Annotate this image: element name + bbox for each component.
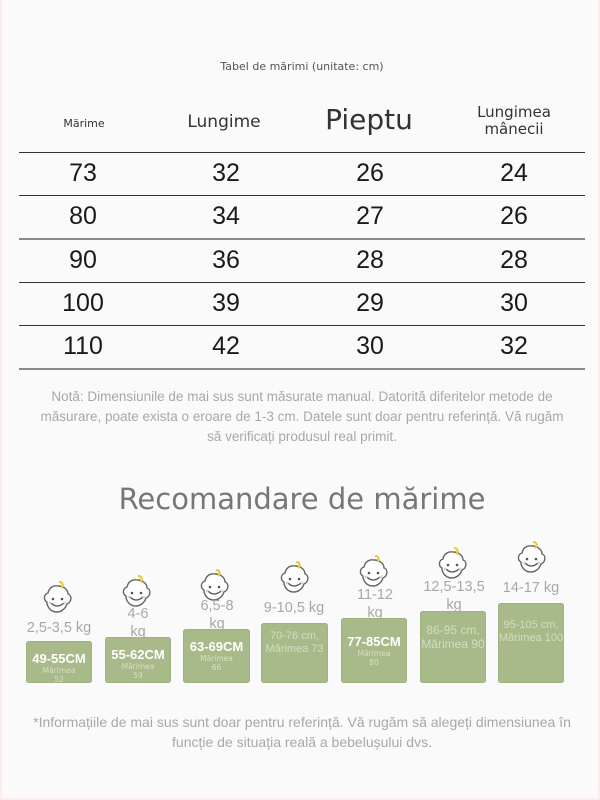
cell-size: 110 bbox=[63, 332, 103, 360]
size-value: 52 bbox=[54, 675, 64, 684]
baby-face-icon bbox=[359, 555, 388, 587]
cell-sleeve: 32 bbox=[500, 332, 528, 360]
size-value: 66 bbox=[211, 663, 222, 672]
size-box: 55-62CM Mărimea 59 bbox=[105, 637, 171, 683]
size-value: 59 bbox=[133, 671, 143, 680]
size-label: Mărimea bbox=[357, 649, 391, 658]
weight-label: 11-12 kg bbox=[325, 586, 425, 622]
weight-text: 6,5-8 kg bbox=[200, 598, 234, 632]
table-row: 80 34 27 26 bbox=[19, 196, 585, 238]
weight-label: 6,5-8 kg bbox=[167, 597, 267, 633]
size-table: Mărime Lungime Pieptu Lungimea mânecii 7… bbox=[19, 96, 585, 370]
cell-length: 39 bbox=[212, 289, 240, 317]
cell-chest: 26 bbox=[356, 159, 384, 187]
size-box: 77-85CM Mărimea 80 bbox=[341, 618, 407, 683]
baby-face-icon bbox=[280, 561, 309, 593]
height-range: 55-62CM bbox=[111, 647, 165, 662]
cell-length: 34 bbox=[212, 202, 240, 230]
height-range: 77-85CM bbox=[347, 634, 401, 649]
weight-text: 4-6 kg bbox=[127, 606, 149, 640]
size-description: 70-76 cm, Mărimea 73 bbox=[265, 630, 324, 655]
cell-sleeve: 30 bbox=[500, 289, 528, 317]
cell-sleeve: 26 bbox=[500, 202, 528, 230]
recommendation-title: Recomandare de mărime bbox=[118, 482, 486, 516]
weight-label: 12,5-13,5 kg bbox=[404, 578, 504, 614]
baby-face-icon bbox=[200, 569, 229, 601]
table-row: 100 39 29 30 bbox=[19, 283, 585, 325]
cell-chest: 28 bbox=[356, 246, 384, 274]
header-sleeve-length: Lungimea mânecii bbox=[469, 103, 559, 139]
divider bbox=[19, 238, 585, 240]
size-label: Mărimea bbox=[121, 662, 155, 671]
weight-text: 12,5-13,5 kg bbox=[423, 579, 485, 613]
measurement-note: Notă: Dimensiunile de mai sus sunt măsur… bbox=[40, 389, 564, 444]
cell-size: 90 bbox=[69, 246, 97, 274]
size-box: 70-76 cm, Mărimea 73 bbox=[261, 623, 328, 683]
size-label: Mărimea bbox=[42, 666, 76, 675]
weight-label: 9-10,5 kg bbox=[263, 600, 325, 616]
header-size: Mărime bbox=[63, 117, 105, 130]
header-length: Lungime bbox=[187, 112, 261, 132]
height-range: 49-55CM bbox=[32, 651, 86, 666]
baby-face-icon bbox=[122, 575, 151, 607]
table-row: 90 36 28 28 bbox=[19, 240, 585, 282]
cell-sleeve: 24 bbox=[500, 159, 528, 187]
header-sleeve-line2: mânecii bbox=[484, 120, 544, 139]
size-value: 80 bbox=[369, 658, 379, 667]
size-box: 49-55CM Mărimea 52 bbox=[26, 641, 92, 684]
baby-face-icon bbox=[438, 547, 467, 579]
table-row: 73 32 26 24 bbox=[19, 153, 585, 195]
cell-chest: 27 bbox=[356, 202, 384, 230]
weight-label: 4-6 kg bbox=[88, 605, 188, 641]
weight-label: 14-17 kg bbox=[502, 580, 560, 596]
size-description: 95-105 cm, Mărimea 100 bbox=[498, 619, 564, 644]
size-box: 95-105 cm, Mărimea 100 bbox=[498, 603, 564, 683]
cell-sleeve: 28 bbox=[500, 246, 528, 274]
divider bbox=[19, 325, 585, 326]
cell-length: 42 bbox=[212, 332, 240, 360]
cell-length: 36 bbox=[212, 246, 240, 274]
header-sleeve-line1: Lungimea bbox=[477, 103, 551, 121]
cell-size: 73 bbox=[69, 159, 97, 187]
size-box: 86-95 cm, Mărimea 90 bbox=[420, 611, 486, 683]
table-header: Mărime Lungime Pieptu Lungimea mânecii bbox=[19, 96, 585, 152]
height-range: 63-69CM bbox=[189, 639, 244, 654]
cell-size: 100 bbox=[62, 289, 104, 317]
header-chest: Pieptu bbox=[325, 103, 413, 136]
size-box: 63-69CM Mărimea 66 bbox=[183, 629, 250, 683]
baby-face-icon bbox=[43, 581, 72, 613]
divider bbox=[19, 368, 585, 370]
weight-text: 11-12 kg bbox=[356, 587, 393, 621]
size-label: Mărimea bbox=[200, 654, 233, 663]
cell-chest: 30 bbox=[356, 332, 384, 360]
cell-size: 80 bbox=[69, 202, 97, 230]
cell-chest: 29 bbox=[356, 289, 384, 317]
divider bbox=[19, 195, 585, 196]
table-title: Tabel de mărimi (unitate: cm) bbox=[220, 60, 384, 73]
divider bbox=[19, 282, 585, 283]
divider bbox=[19, 152, 585, 153]
cell-length: 32 bbox=[212, 159, 240, 187]
footer-disclaimer: *Informațiile de mai sus sunt doar pentr… bbox=[33, 714, 571, 750]
size-description: 86-95 cm, Mărimea 90 bbox=[421, 623, 485, 651]
baby-face-icon bbox=[517, 541, 546, 573]
weight-label: 2,5-3,5 kg bbox=[26, 620, 92, 636]
table-row: 110 42 30 32 bbox=[19, 326, 585, 368]
